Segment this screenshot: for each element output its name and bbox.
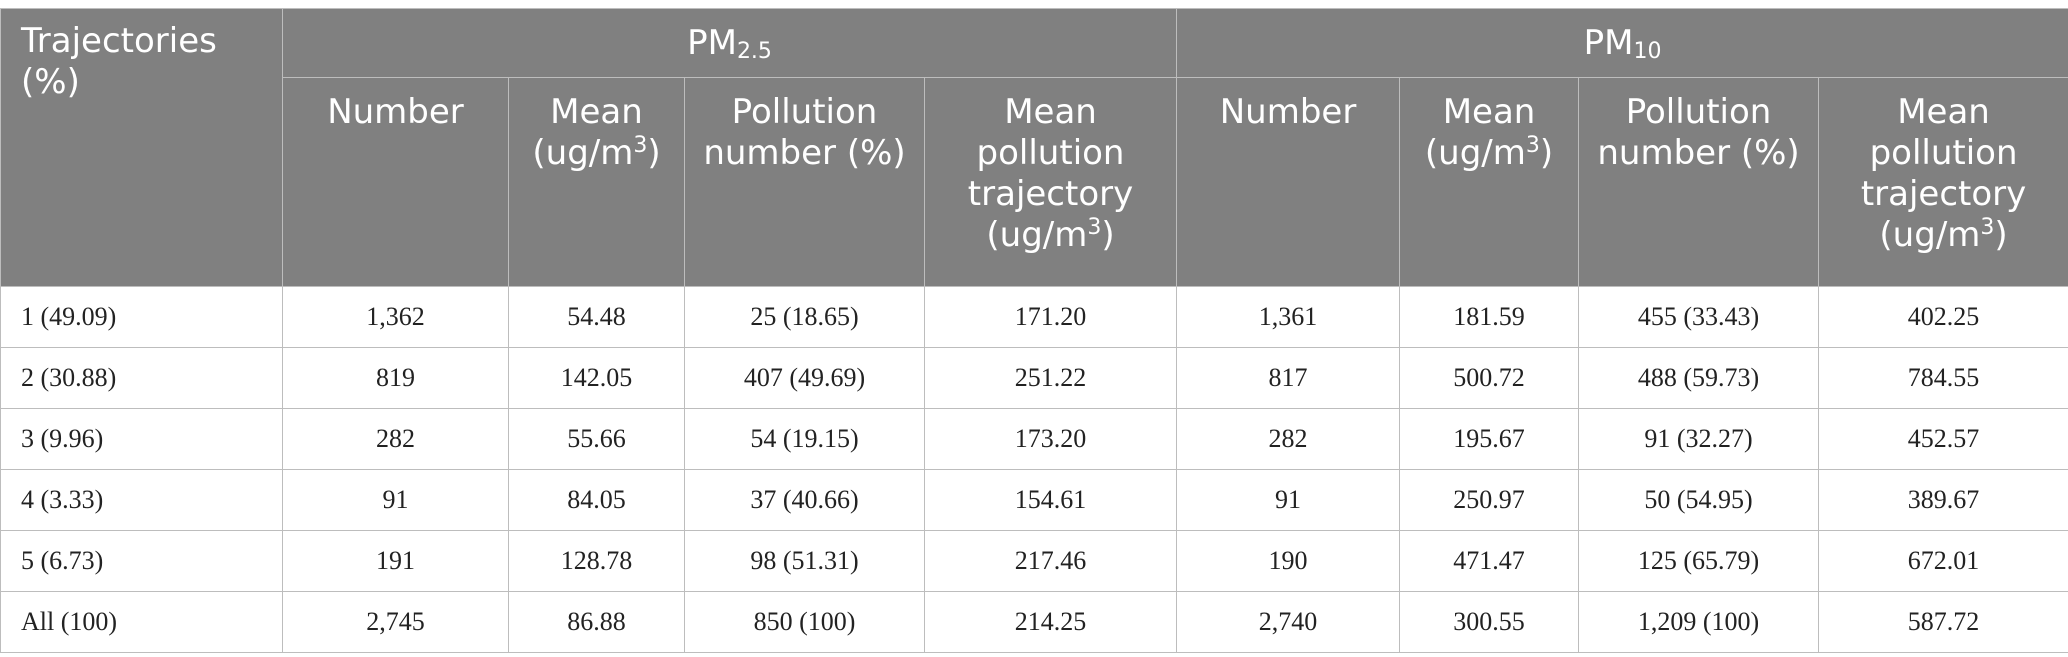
table-cell: 50 (54.95) [1578, 469, 1820, 531]
pm25-mean-header: Mean (ug/m3) [508, 77, 685, 287]
table-cell: 455 (33.43) [1578, 286, 1820, 348]
table-cell: 25 (18.65) [684, 286, 925, 348]
table-cell: 251.22 [923, 347, 1178, 409]
table-cell: 154.61 [923, 469, 1178, 531]
table-cell: 407 (49.69) [684, 347, 925, 409]
table-cell: 55.66 [508, 408, 685, 470]
pm25-pollution-number-header: Pollution number (%) [684, 77, 925, 287]
trajectory-label-cell: 2 (30.88) [0, 347, 283, 409]
table-cell: 91 (32.27) [1578, 408, 1820, 470]
pm10-mean-pollution-trajectory-header: Mean pollution trajectory (ug/m3) [1818, 77, 2068, 287]
table-cell: 171.20 [923, 286, 1178, 348]
table-cell: 181.59 [1399, 286, 1580, 348]
table-cell: 1,361 [1176, 286, 1401, 348]
table-cell: 91 [282, 469, 509, 531]
table-cell: 817 [1176, 347, 1401, 409]
table-cell: 142.05 [508, 347, 685, 409]
table-cell: 2,745 [282, 591, 509, 653]
table-cell: 173.20 [923, 408, 1178, 470]
pm10-pollution-number-header: Pollution number (%) [1578, 77, 1820, 287]
table-cell: 98 (51.31) [684, 530, 925, 592]
trajectories-header: Trajectories (%) [0, 8, 283, 287]
table-cell: 784.55 [1818, 347, 2068, 409]
table-cell: 54.48 [508, 286, 685, 348]
table-cell: 850 (100) [684, 591, 925, 653]
pm25-group-header: PM2.5 [281, 8, 1178, 78]
trajectory-label-cell: 5 (6.73) [0, 530, 283, 592]
table-cell: 402.25 [1818, 286, 2068, 348]
table-cell: 452.57 [1818, 408, 2068, 470]
trajectory-label-cell: 3 (9.96) [0, 408, 283, 470]
data-table: Trajectories (%) PM2.5 PM10 Number Mean (… [0, 8, 2068, 653]
table-cell: 389.67 [1818, 469, 2068, 531]
table-cell: 300.55 [1399, 591, 1580, 653]
table-cell: 1,209 (100) [1578, 591, 1820, 653]
table-cell: 587.72 [1818, 591, 2068, 653]
table-row: 2 (30.88) 819 142.05 407 (49.69) 251.22 817 50… [0, 347, 2068, 409]
pm25-number-header: Number [282, 77, 509, 287]
table-cell: 250.97 [1399, 469, 1580, 531]
table-cell: 214.25 [923, 591, 1178, 653]
table-cell: 190 [1176, 530, 1401, 592]
pm10-mean-header: Mean (ug/m3) [1399, 77, 1580, 287]
table-cell: 282 [1176, 408, 1401, 470]
table-cell: 91 [1176, 469, 1401, 531]
table-row: 4 (3.33) 91 84.05 37 (40.66) 154.61 91 250.97 5… [0, 469, 2068, 531]
table-cell: 125 (65.79) [1578, 530, 1820, 592]
table-cell: 84.05 [508, 469, 685, 531]
table-cell: 86.88 [508, 591, 685, 653]
table-row: 5 (6.73) 191 128.78 98 (51.31) 217.46 190 471.… [0, 530, 2068, 592]
table-cell: 128.78 [508, 530, 685, 592]
table-cell: 37 (40.66) [684, 469, 925, 531]
table-cell: 217.46 [923, 530, 1178, 592]
table-cell: 282 [282, 408, 509, 470]
trajectory-label-cell: 1 (49.09) [0, 286, 283, 348]
table-cell: 471.47 [1399, 530, 1580, 592]
trajectory-label-cell: 4 (3.33) [0, 469, 283, 531]
table-cell: 191 [282, 530, 509, 592]
table-cell: 500.72 [1399, 347, 1580, 409]
trajectory-label-cell: All (100) [0, 591, 283, 653]
table-cell: 672.01 [1818, 530, 2068, 592]
table-cell: 2,740 [1176, 591, 1401, 653]
pm10-group-header: PM10 [1176, 8, 2068, 78]
table-row: All (100) 2,745 86.88 850 (100) 214.25 2,740 3… [0, 591, 2068, 653]
table-cell: 195.67 [1399, 408, 1580, 470]
table-row: 1 (49.09) 1,362 54.48 25 (18.65) 171.20 1,361… [0, 286, 2068, 348]
table-cell: 819 [282, 347, 509, 409]
table-row: 3 (9.96) 282 55.66 54 (19.15) 173.20 282 195.6… [0, 408, 2068, 470]
pm25-mean-pollution-trajectory-header: Mean pollution trajectory (ug/m3) [923, 77, 1178, 287]
table-cell: 54 (19.15) [684, 408, 925, 470]
table-cell: 488 (59.73) [1578, 347, 1820, 409]
pm10-number-header: Number [1176, 77, 1401, 287]
table-cell: 1,362 [282, 286, 509, 348]
